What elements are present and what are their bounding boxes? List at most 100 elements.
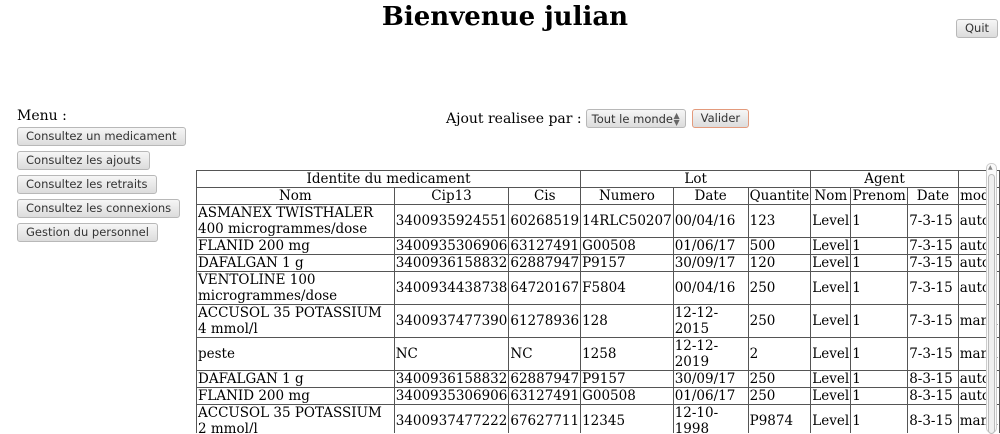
table-cell: 61278936 — [508, 304, 582, 338]
spinner-arrows-icon: ▲ ▼ — [673, 110, 680, 127]
table-cell: 62887947 — [508, 370, 582, 388]
table-row: VENTOLINE 100 microgrammes/dose 340093443… — [196, 271, 1000, 305]
table-cell: 7-3-15 — [907, 204, 959, 238]
table-cell: 1 — [850, 271, 909, 305]
table-cell: Level — [810, 304, 852, 338]
table-cell: 120 — [747, 254, 812, 272]
table-cell: 1 — [850, 254, 909, 272]
table-cell: 00/04/16 — [672, 271, 749, 305]
consult-retraits-button[interactable]: Consultez les retraits — [17, 175, 157, 194]
group-header: Lot — [580, 170, 812, 188]
table-cell: 1 — [850, 237, 909, 255]
table-cell: 12-10-1998 — [672, 404, 749, 433]
table-cell: G00508 — [580, 237, 674, 255]
table-cell: 7-3-15 — [907, 304, 959, 338]
table-cell: FLANID 200 mg — [196, 237, 395, 255]
table-row: ACCUSOL 35 POTASSIUM 2 mmol/l 34009374772… — [196, 404, 1000, 433]
column-header-row: Nom Cip13 Cis Numero Date Quantite Nom Prenom Da… — [196, 187, 1000, 205]
table-cell: 7-3-15 — [907, 271, 959, 305]
table-cell: NC — [393, 337, 510, 371]
table-cell: Level — [810, 204, 852, 238]
filter-bar: Ajout realisee par : Tout le monde ▲ ▼ Va… — [446, 109, 750, 128]
table-cell: 01/06/17 — [672, 387, 749, 405]
table-cell: 63127491 — [508, 387, 582, 405]
consult-connexions-button[interactable]: Consultez les connexions — [17, 199, 181, 218]
group-header-row: Identite du medicament Lot Agent — [196, 170, 1000, 188]
column-header: Date — [672, 187, 749, 205]
table-cell: G00508 — [580, 387, 674, 405]
agent-select-value: Tout le monde — [591, 111, 674, 126]
table-row: FLANID 200 mg 3400935306906 63127491 G00508… — [196, 237, 1000, 255]
scroll-up-icon[interactable]: ▲ — [988, 164, 993, 171]
table-cell: 3400937477222 — [393, 404, 510, 433]
table-row: ACCUSOL 35 POTASSIUM 4 mmol/l 34009374773… — [196, 304, 1000, 338]
table-cell: 1 — [850, 304, 909, 338]
table-cell: 1258 — [580, 337, 674, 371]
table-cell: 3400934438738 — [393, 271, 510, 305]
column-header: Numero — [580, 187, 674, 205]
table-cell: DAFALGAN 1 g — [196, 254, 395, 272]
table-cell: 250 — [747, 370, 812, 388]
gestion-personnel-button[interactable]: Gestion du personnel — [17, 223, 158, 242]
table-cell: Level — [810, 387, 852, 405]
table-cell: 1 — [850, 337, 909, 371]
table-cell: 01/06/17 — [672, 237, 749, 255]
table-cell: ASMANEX TWISTHALER 400 microgrammes/dose — [196, 204, 395, 238]
table-cell: 62887947 — [508, 254, 582, 272]
table-cell: 7-3-15 — [907, 237, 959, 255]
table-row: DAFALGAN 1 g 3400936158832 62887947 P9157 30… — [196, 254, 1000, 272]
table-cell: 00/04/16 — [672, 204, 749, 238]
table-cell: Level — [810, 404, 852, 433]
consult-ajouts-button[interactable]: Consultez les ajouts — [17, 151, 151, 170]
table-scroll-area: Identite du medicament Lot Agent Nom Cip1… — [196, 163, 1000, 433]
vertical-scrollbar[interactable]: ▲ — [986, 163, 997, 434]
table-cell: 14RLC50207 — [580, 204, 674, 238]
table-cell: Level — [810, 254, 852, 272]
table-cell: 1 — [850, 204, 909, 238]
table-cell: 7-3-15 — [907, 254, 959, 272]
table-cell: 60268519 — [508, 204, 582, 238]
table-cell: 3400935924551 — [393, 204, 510, 238]
filter-label: Ajout realisee par : — [446, 110, 582, 127]
table-cell: 8-3-15 — [907, 370, 959, 388]
table-row: peste NC NC 1258 12-12-2019 2 Level 1 7-3-15 manu — [196, 337, 1000, 371]
table-row: DAFALGAN 1 g 3400936158832 62887947 P9157 30… — [196, 370, 1000, 388]
scrollbar-thumb[interactable] — [988, 174, 995, 434]
table-cell: F5804 — [580, 271, 674, 305]
column-header: Cis — [508, 187, 582, 205]
page-title: Bienvenue julian — [381, 2, 629, 32]
table-row: ASMANEX TWISTHALER 400 microgrammes/dose… — [196, 204, 1000, 238]
column-header: Nom — [196, 187, 395, 205]
column-header: Nom — [810, 187, 852, 205]
table-cell: NC — [508, 337, 582, 371]
valider-button[interactable]: Valider — [691, 109, 750, 128]
table-cell: ACCUSOL 35 POTASSIUM 2 mmol/l — [196, 404, 395, 433]
table-cell: Level — [810, 370, 852, 388]
table-cell: 12-12-2015 — [672, 304, 749, 338]
table-cell: 64720167 — [508, 271, 582, 305]
table-cell: 3400936158832 — [393, 370, 510, 388]
column-header: Quantite — [747, 187, 812, 205]
table-cell: 7-3-15 — [907, 337, 959, 371]
menu-label: Menu : — [17, 108, 67, 124]
table-cell: Level — [810, 337, 852, 371]
consult-medicament-button[interactable]: Consultez un medicament — [17, 127, 186, 146]
table-row: FLANID 200 mg 3400935306906 63127491 G00508… — [196, 387, 1000, 405]
table-cell: Level — [810, 237, 852, 255]
table-cell: 250 — [747, 304, 812, 338]
table-cell: 3400936158832 — [393, 254, 510, 272]
quit-button[interactable]: Quit — [956, 19, 999, 38]
table-cell: 250 — [747, 271, 812, 305]
table-cell: ACCUSOL 35 POTASSIUM 4 mmol/l — [196, 304, 395, 338]
table-cell: 1 — [850, 370, 909, 388]
table-cell: 3400935306906 — [393, 237, 510, 255]
table-cell: 1 — [850, 387, 909, 405]
table-cell: peste — [196, 337, 395, 371]
agent-select[interactable]: Tout le monde ▲ ▼ — [585, 109, 686, 128]
table-cell: 500 — [747, 237, 812, 255]
table-cell: 3400935306906 — [393, 387, 510, 405]
table-cell: DAFALGAN 1 g — [196, 370, 395, 388]
table-cell: 30/09/17 — [672, 370, 749, 388]
table-cell: 1 — [850, 404, 909, 433]
table-cell: VENTOLINE 100 microgrammes/dose — [196, 271, 395, 305]
